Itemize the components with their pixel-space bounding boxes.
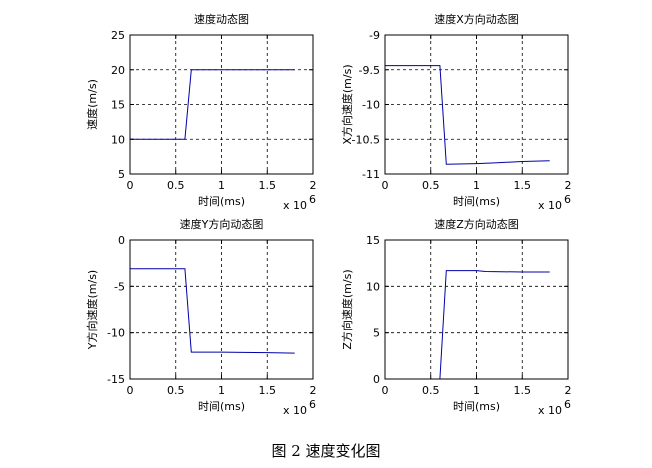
x-tick-label: 1 (218, 384, 225, 397)
x-tick-label: 1 (473, 179, 480, 192)
x-tick-label: 0 (382, 179, 389, 192)
x-tick-label: 2 (310, 384, 317, 397)
chart-title: 速度Z方向动态图 (434, 217, 519, 231)
x-tick-label: 1 (218, 179, 225, 192)
x-axis-label: 时间(ms) (198, 195, 245, 208)
y-tick-label: 15 (366, 234, 380, 247)
y-tick-label: -9.5 (359, 64, 380, 77)
x-multiplier-label: x 10 (283, 404, 307, 417)
y-tick-label: 10 (366, 280, 380, 293)
y-tick-label: -5 (114, 280, 125, 293)
x-tick-label: 0 (382, 384, 389, 397)
y-tick-label: 20 (111, 64, 125, 77)
figure-caption: 图 2 速度变化图 (271, 442, 381, 460)
y-tick-label: -9 (369, 29, 380, 42)
y-tick-label: 5 (118, 168, 125, 181)
y-tick-label: -10.5 (352, 133, 380, 146)
y-tick-label: -11 (362, 168, 380, 181)
y-tick-label: 0 (118, 234, 125, 247)
y-axis-label: Z方向速度(m/s) (340, 269, 354, 349)
chart-title: 速度动态图 (194, 12, 249, 26)
x-multiplier-label: x 10 (538, 404, 562, 417)
x-tick-label: 0.5 (167, 384, 185, 397)
y-axis-label: X方向速度(m/s) (340, 64, 354, 144)
x-tick-label: 0.5 (167, 179, 185, 192)
y-tick-label: 5 (373, 327, 380, 340)
chart-title: 速度X方向动态图 (434, 12, 519, 26)
series-line-1 (130, 268, 295, 354)
x-multiplier-exponent: 6 (564, 398, 571, 411)
x-multiplier-label: x 10 (283, 199, 307, 212)
x-tick-label: 0.5 (422, 384, 440, 397)
y-tick-label: -10 (107, 327, 125, 340)
x-multiplier-label: x 10 (538, 199, 562, 212)
chart-title: 速度Y方向动态图 (180, 217, 264, 231)
chart-panel-2: 0 0.5 1 1.5 2 -11 -10.5 -10 -9.5 -9 速度X方向动态图时间(ms)… (340, 12, 572, 212)
x-tick-label: 2 (565, 384, 572, 397)
y-tick-label: 10 (111, 133, 125, 146)
x-axis-label: 时间(ms) (453, 195, 500, 208)
x-tick-label: 1.5 (259, 179, 277, 192)
x-tick-label: 1 (473, 384, 480, 397)
x-axis-label: 时间(ms) (198, 400, 245, 413)
y-tick-label: 25 (111, 29, 125, 42)
y-tick-label: -10 (362, 99, 380, 112)
series-line-1 (385, 65, 550, 165)
x-tick-label: 0 (127, 179, 134, 192)
x-multiplier-exponent: 6 (309, 193, 316, 206)
y-axis-label: 速度(m/s) (85, 79, 99, 130)
y-tick-label: 0 (373, 373, 380, 386)
x-axis-label: 时间(ms) (453, 400, 500, 413)
x-multiplier-exponent: 6 (309, 398, 316, 411)
x-tick-label: 1.5 (514, 384, 532, 397)
x-tick-label: 0 (127, 384, 134, 397)
x-multiplier-exponent: 6 (564, 193, 571, 206)
y-axis-label: Y方向速度(m/s) (85, 270, 99, 350)
x-tick-label: 1.5 (514, 179, 532, 192)
x-tick-label: 1.5 (259, 384, 277, 397)
y-tick-label: -15 (107, 373, 125, 386)
x-tick-label: 2 (310, 179, 317, 192)
x-tick-label: 2 (565, 179, 572, 192)
x-tick-label: 0.5 (422, 179, 440, 192)
series-line-1 (130, 69, 295, 140)
y-tick-label: 15 (111, 99, 125, 112)
